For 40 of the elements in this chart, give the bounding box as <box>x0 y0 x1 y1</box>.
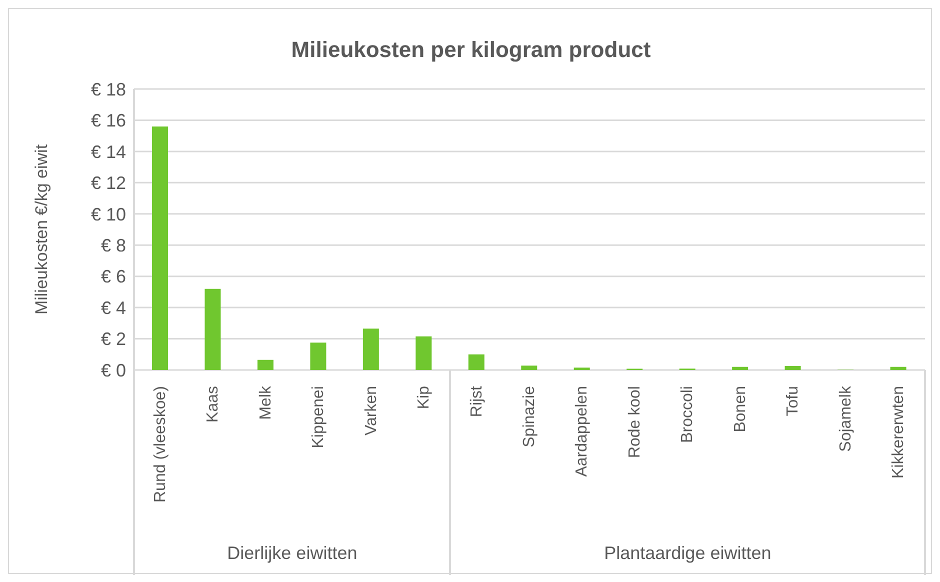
bar <box>310 342 326 370</box>
text: Dierlijke eiwitten <box>226 543 358 564</box>
x-tick-label: Rode kool <box>626 386 644 458</box>
bar <box>521 366 538 370</box>
x-tick-label: Kippenei <box>310 386 328 448</box>
y-axis-title: Milieukosten €/kg eiwit <box>32 144 52 315</box>
x-tick-label: Bonen <box>732 386 749 432</box>
y-tick-label: € 14 <box>90 142 126 162</box>
x-tick-label: Kip <box>416 386 433 410</box>
x-tick-label: Rund (vleeskoe) <box>152 386 169 502</box>
x-tick-label: Rijst <box>468 385 486 418</box>
x-tick-label: Varken <box>362 386 380 436</box>
bar <box>204 288 221 370</box>
y-tick-label: € 0 <box>100 360 126 380</box>
x-tick-label: Spinazie <box>521 386 538 448</box>
chart-title: Milieukosten per kilogram product <box>290 37 652 63</box>
y-tick-label: € 18 <box>90 79 126 100</box>
x-tick-label: Broccoli <box>679 386 696 443</box>
x-tick-label: Aardappelen <box>574 386 591 477</box>
bar <box>152 126 168 370</box>
x-tick-label: Tofu <box>784 386 802 416</box>
x-tick-label: Kikkererwten <box>890 386 908 478</box>
text: Plantaardige eiwitten <box>603 543 772 564</box>
bar <box>416 336 432 370</box>
y-tick-label: € 12 <box>90 173 126 194</box>
bar <box>890 366 906 370</box>
y-tick-label: € 4 <box>100 298 126 318</box>
x-tick-label: Kaas <box>204 386 222 422</box>
bar <box>257 360 274 370</box>
bar <box>732 366 748 370</box>
x-tick-label: Melk <box>257 385 274 420</box>
bar <box>362 328 379 370</box>
y-tick-label: € 6 <box>100 266 126 287</box>
y-tick-label: € 16 <box>90 110 126 131</box>
bar <box>468 354 484 370</box>
y-tick-label: € 10 <box>90 204 126 224</box>
y-tick-label: € 2 <box>100 329 126 350</box>
bar <box>784 366 801 370</box>
x-tick-label: Sojamelk <box>837 385 854 452</box>
y-tick-label: € 8 <box>100 236 126 256</box>
